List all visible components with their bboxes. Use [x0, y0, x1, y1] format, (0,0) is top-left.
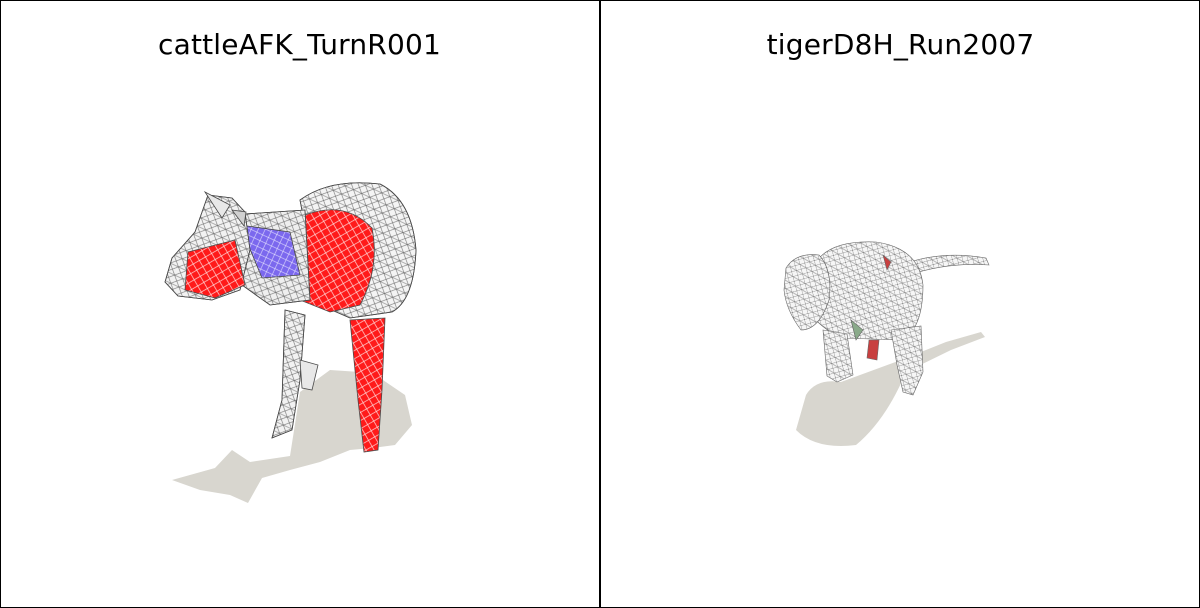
panel-divider	[599, 0, 601, 608]
cattle-render	[164, 182, 417, 503]
render-panel-left: cattleAFK_TurnR001	[0, 0, 599, 608]
panel-title: cattleAFK_TurnR001	[158, 28, 441, 61]
tiger-shadow	[796, 332, 985, 446]
tiger-render	[783, 241, 990, 446]
tiger-mesh	[783, 241, 990, 396]
cattle-shadow	[172, 370, 412, 503]
cattle-mesh	[164, 182, 417, 453]
render-panel-right: tigerD8H_Run2007	[601, 0, 1200, 608]
panel-title: tigerD8H_Run2007	[766, 28, 1035, 61]
